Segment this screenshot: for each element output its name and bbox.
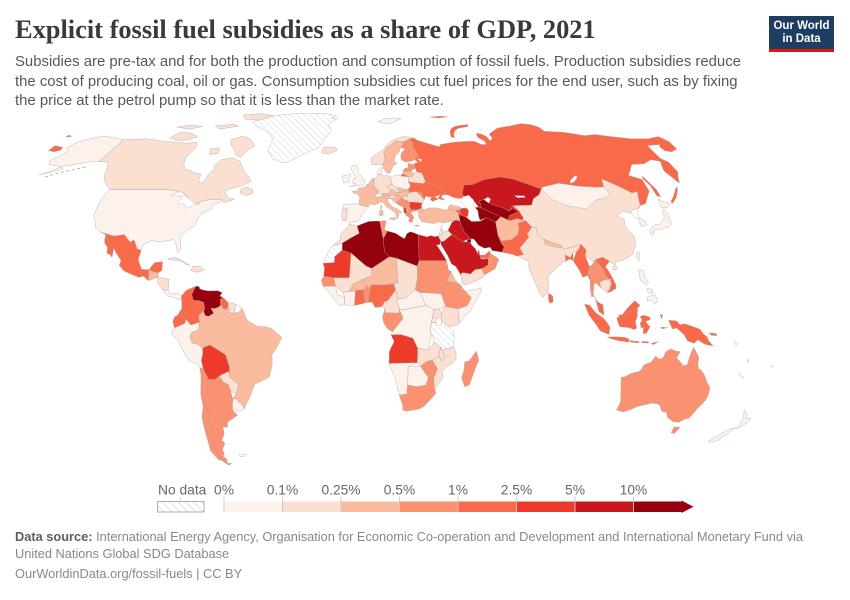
svg-text:No data: No data	[158, 483, 207, 498]
svg-text:0.25%: 0.25%	[321, 483, 360, 498]
svg-text:0%: 0%	[214, 483, 234, 498]
svg-text:0.5%: 0.5%	[384, 483, 415, 498]
svg-text:5%: 5%	[565, 483, 585, 498]
svg-text:2.5%: 2.5%	[501, 483, 532, 498]
svg-text:0.1%: 0.1%	[267, 483, 298, 498]
svg-text:1%: 1%	[448, 483, 468, 498]
svg-text:10%: 10%	[620, 483, 648, 498]
